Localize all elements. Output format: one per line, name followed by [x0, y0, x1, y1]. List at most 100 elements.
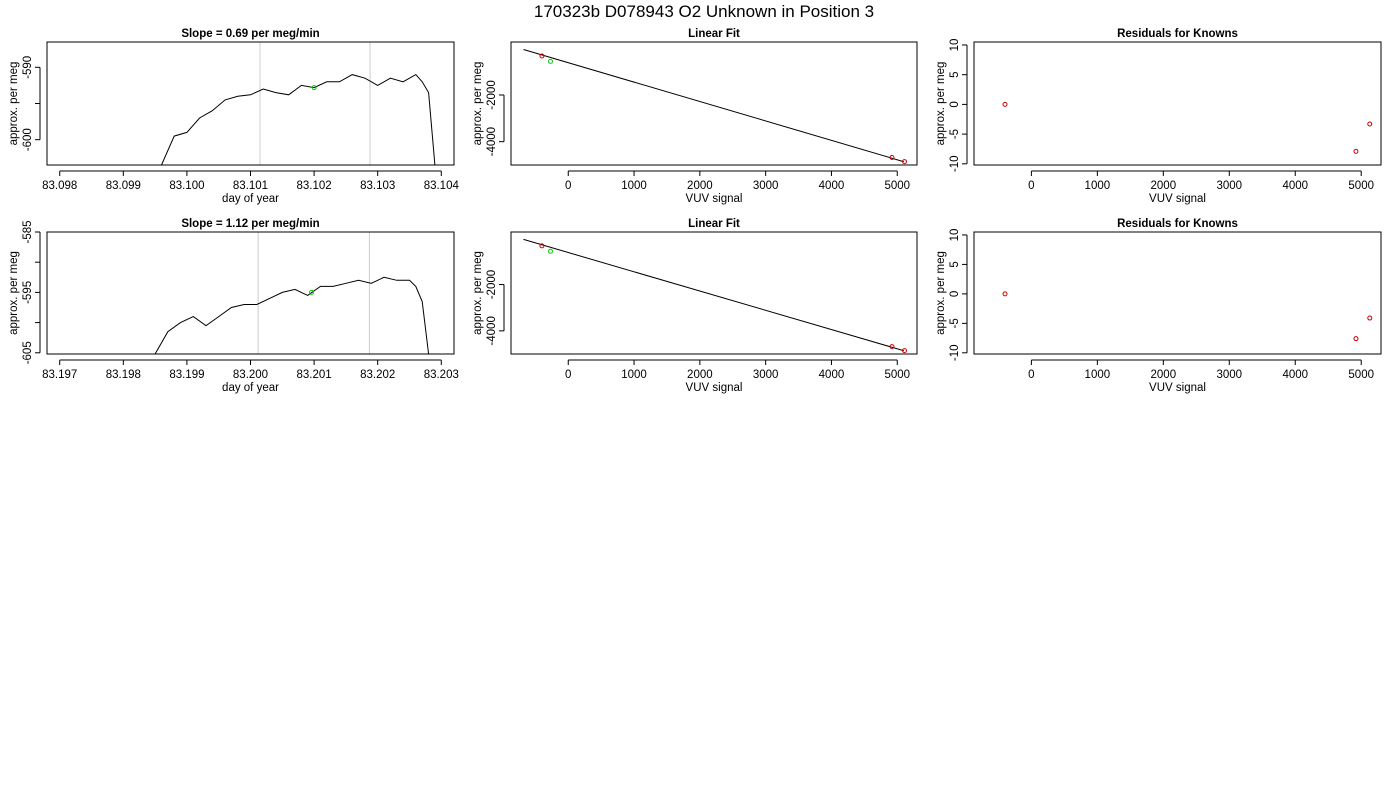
- x-axis-title: day of year: [222, 382, 279, 394]
- x-axis-title: day of year: [222, 193, 279, 205]
- panel-4: Slope = 1.12 per meg/min 83.197 83.198 83.1…: [8, 218, 459, 394]
- panel-1: Slope = 0.69 per meg/min 83.098 83.099 83.1…: [8, 28, 459, 205]
- data-trace-line: [154, 276, 430, 354]
- y-tick-label: -5: [949, 129, 961, 139]
- y-axis-title: approx. per meg: [935, 251, 947, 335]
- y-tick-label: -5: [949, 318, 961, 328]
- x-tick-label: 0: [565, 369, 571, 381]
- y-tick-label: -585: [22, 220, 34, 243]
- panel-title: Slope = 0.69 per meg/min: [181, 28, 319, 40]
- x-axis-title: VUV signal: [686, 382, 743, 394]
- x-tick-label: 3000: [753, 180, 779, 192]
- x-tick-label: 1000: [621, 369, 647, 381]
- panel-5: Linear Fit 0 1000 2000 3000 4000 5000 VUV signa…: [472, 218, 918, 394]
- x-tick-label: 0: [1028, 180, 1034, 192]
- data-trace-line: [161, 73, 436, 165]
- known-point-marker: [901, 159, 907, 165]
- panel-title: Linear Fit: [688, 218, 740, 230]
- x-tick-label: 83.100: [169, 180, 204, 192]
- panel-title: Linear Fit: [688, 28, 740, 40]
- x-tick-label: 5000: [884, 369, 910, 381]
- panel-title: Residuals for Knowns: [1117, 28, 1238, 40]
- y-tick-label: 10: [949, 39, 961, 52]
- known-point-marker: [539, 53, 545, 59]
- x-tick-label: 4000: [819, 369, 845, 381]
- y-tick-label: 0: [949, 291, 961, 297]
- known-point-marker: [539, 243, 545, 249]
- y-tick-label: 5: [949, 261, 961, 267]
- plot-frame: [510, 41, 918, 166]
- fit-line: [523, 238, 904, 352]
- y-tick-label: -2000: [486, 270, 498, 299]
- plot-frame: [973, 41, 1382, 166]
- x-tick-label: 2000: [687, 369, 713, 381]
- y-tick-label: -10: [949, 345, 961, 362]
- x-tick-label: 0: [565, 180, 571, 192]
- panel-3: Residuals for Knowns 0 1000 2000 3000 4000 500…: [935, 28, 1382, 205]
- known-point-marker: [889, 155, 895, 161]
- known-point-marker: [1002, 291, 1008, 297]
- x-tick-label: 3000: [1216, 369, 1242, 381]
- y-tick-label: -2000: [486, 80, 498, 109]
- panel-6: Residuals for Knowns 0 1000 2000 3000 4000 500…: [935, 218, 1382, 394]
- x-tick-label: 83.098: [42, 180, 77, 192]
- x-tick-label: 1000: [1085, 369, 1111, 381]
- y-tick-label: -590: [22, 56, 34, 79]
- x-tick-label: 2000: [687, 180, 713, 192]
- x-tick-label: 4000: [1282, 369, 1308, 381]
- x-tick-label: 83.199: [169, 369, 204, 381]
- known-point-marker: [1353, 336, 1359, 342]
- panel-title: Residuals for Knowns: [1117, 218, 1238, 230]
- unknown-point-marker: [547, 58, 553, 64]
- x-tick-label: 4000: [1282, 180, 1308, 192]
- known-point-marker: [1367, 315, 1373, 321]
- unknown-point-marker: [311, 85, 317, 91]
- x-tick-label: 5000: [884, 180, 910, 192]
- x-tick-label: 83.200: [233, 369, 268, 381]
- x-axis-title: VUV signal: [686, 193, 743, 205]
- known-point-marker: [1353, 148, 1359, 154]
- y-axis-title: approx. per meg: [8, 62, 20, 146]
- x-tick-label: 83.102: [297, 180, 332, 192]
- x-tick-label: 3000: [1216, 180, 1242, 192]
- y-axis-title: approx. per meg: [935, 62, 947, 146]
- x-tick-label: 83.202: [360, 369, 395, 381]
- y-tick-label: -600: [22, 128, 34, 151]
- x-tick-label: 4000: [819, 180, 845, 192]
- panel-title: Slope = 1.12 per meg/min: [181, 218, 319, 230]
- x-tick-label: 83.201: [297, 369, 332, 381]
- known-point-marker: [901, 348, 907, 354]
- x-tick-label: 2000: [1151, 180, 1177, 192]
- x-axis-title: VUV signal: [1149, 193, 1206, 205]
- unknown-point-marker: [547, 248, 553, 254]
- y-axis-title: approx. per meg: [472, 62, 484, 146]
- y-tick-label: 0: [949, 101, 961, 107]
- y-tick-label: -595: [22, 281, 34, 304]
- y-tick-label: -4000: [486, 316, 498, 345]
- x-tick-label: 5000: [1348, 369, 1374, 381]
- y-axis-title: approx. per meg: [472, 251, 484, 335]
- x-tick-label: 5000: [1348, 180, 1374, 192]
- known-point-marker: [1367, 121, 1373, 127]
- x-tick-label: 83.104: [424, 180, 460, 192]
- y-tick-label: -605: [22, 341, 34, 364]
- known-point-marker: [889, 344, 895, 350]
- known-point-marker: [1002, 101, 1008, 107]
- y-tick-label: 10: [949, 229, 961, 242]
- x-axis-title: VUV signal: [1149, 382, 1206, 394]
- plot-frame: [973, 231, 1382, 355]
- y-axis-title: approx. per meg: [8, 251, 20, 335]
- panel-2: Linear Fit 0 1000 2000 3000 4000 5000 VUV signa…: [472, 28, 918, 205]
- x-tick-label: 83.197: [42, 369, 77, 381]
- plot-frame: [510, 231, 918, 355]
- figure-title: 170323b D078943 O2 Unknown in Position 3: [534, 2, 874, 21]
- y-tick-label: 5: [949, 71, 961, 77]
- plot-frame: [46, 41, 455, 166]
- unknown-point-marker: [309, 289, 315, 295]
- x-tick-label: 3000: [753, 369, 779, 381]
- x-tick-label: 83.198: [106, 369, 141, 381]
- panels-group: Slope = 0.69 per meg/min 83.098 83.099 83.1…: [8, 28, 1382, 394]
- y-tick-label: -4000: [486, 127, 498, 156]
